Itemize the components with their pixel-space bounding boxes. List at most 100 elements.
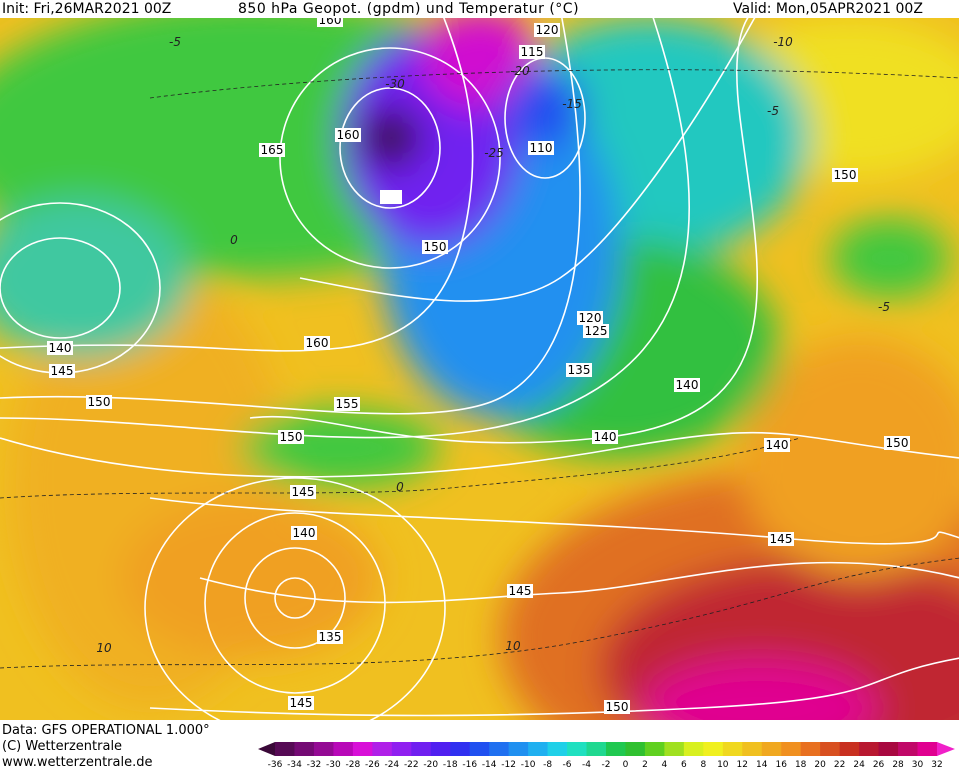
colorbar-label: 10 xyxy=(717,760,729,770)
geopotential-label: 135 xyxy=(568,363,591,377)
geopotential-label: 160 xyxy=(337,128,360,142)
footer-data: Data: GFS OPERATIONAL 1.000° xyxy=(2,723,210,738)
geopotential-isolines xyxy=(0,18,959,720)
colorbar-label: 24 xyxy=(853,760,865,770)
isoline-label-bg xyxy=(278,430,304,444)
geopotential-label: 140 xyxy=(676,378,699,392)
temperature-label: -30 xyxy=(385,77,405,91)
colorbar-label: -36 xyxy=(268,760,283,770)
geopotential-label: 140 xyxy=(766,438,789,452)
colorbar-segment xyxy=(664,742,685,756)
colorbar-segment xyxy=(567,742,588,756)
colorbar-label: 16 xyxy=(775,760,787,770)
colorbar-segment xyxy=(839,742,860,756)
isoline-label-bg xyxy=(291,526,317,540)
colorbar-segment xyxy=(742,742,763,756)
isoline-label-bg xyxy=(290,485,316,499)
colorbar-label: -32 xyxy=(307,760,322,770)
geopotential-label: 150 xyxy=(424,240,447,254)
colorbar-label: -2 xyxy=(601,760,610,770)
map-title: 850 hPa Geopot. (gpdm) und Temperatur (°… xyxy=(238,1,580,17)
colorbar-segment xyxy=(898,742,919,756)
geopotential-label: 135 xyxy=(319,630,342,644)
colorbar-segment xyxy=(781,742,802,756)
isoline-label-bg xyxy=(317,630,343,644)
isoline-label-bg xyxy=(592,430,618,444)
temperature-label: -10 xyxy=(773,35,793,49)
temperature-label: 0 xyxy=(396,480,404,494)
colorbar-segment xyxy=(820,742,841,756)
colorbar-segment xyxy=(586,742,607,756)
colorbar-segment xyxy=(703,742,724,756)
geopotential-label: 150 xyxy=(606,700,629,714)
isoline-label-bg xyxy=(768,532,794,546)
isoline-label-bg xyxy=(534,23,560,37)
colorbar-segment xyxy=(800,742,821,756)
colorbar-segment xyxy=(625,742,646,756)
colorbar-label: 22 xyxy=(834,760,845,770)
colorbar-label: 28 xyxy=(892,760,904,770)
colorbar-arrow xyxy=(258,742,275,756)
footer-url: www.wetterzentrale.de xyxy=(2,755,153,770)
colorbar-segment xyxy=(411,742,432,756)
geopotential-label: 145 xyxy=(292,485,315,499)
colorbar-label: 0 xyxy=(623,760,629,770)
colorbar-segment xyxy=(313,742,334,756)
colorbar-segment xyxy=(683,742,704,756)
temperature-label: 10 xyxy=(96,641,112,655)
colorbar-label: -30 xyxy=(326,760,341,770)
colorbar-label: 4 xyxy=(662,760,668,770)
colorbar-label: -24 xyxy=(384,760,399,770)
isoline-label-bg xyxy=(674,378,700,392)
geopotential-label: 125 xyxy=(585,324,608,338)
footer-copyright: (C) Wetterzentrale xyxy=(2,739,123,754)
colorbar-segment xyxy=(450,742,471,756)
colorbar-segment xyxy=(644,742,665,756)
init-time: Init: Fri,26MAR2021 00Z xyxy=(2,1,172,17)
geopotential-label: 145 xyxy=(509,584,532,598)
isoline-label-bg xyxy=(566,363,592,377)
isoline-label-bg xyxy=(334,397,360,411)
colorbar-segment xyxy=(605,742,626,756)
colorbar-segment xyxy=(761,742,782,756)
geopotential-label: 160 xyxy=(319,18,342,27)
colorbar-label: 18 xyxy=(795,760,807,770)
isoline-label-bg xyxy=(288,696,314,710)
colorbar: -36 -34 -32 -30 -28 -26 -24 -22 -20 -18 -16 -14 -12-… xyxy=(258,742,955,770)
map: 1601201151101651601501501401451501601201… xyxy=(0,18,959,720)
colorbar-segment xyxy=(489,742,510,756)
geopotential-label: 120 xyxy=(579,311,602,325)
geopotential-label: 150 xyxy=(280,430,303,444)
temperature-label: -25 xyxy=(484,146,504,160)
geopotential-label: 150 xyxy=(88,395,111,409)
colorbar-segment xyxy=(528,742,549,756)
geopotential-label: 110 xyxy=(530,141,553,155)
colorbar-label: -34 xyxy=(287,760,302,770)
geopotential-label: 145 xyxy=(290,696,313,710)
isoline-label-bg xyxy=(832,168,858,182)
isoline-label-bg xyxy=(317,18,343,27)
colorbar-label: -18 xyxy=(443,760,458,770)
colorbar-segment xyxy=(722,742,743,756)
geopotential-label: 120 xyxy=(536,23,559,37)
colorbar-label: 2 xyxy=(642,760,648,770)
colorbar-segment xyxy=(430,742,451,756)
colorbar-label: -22 xyxy=(404,760,419,770)
colorbar-label: 30 xyxy=(912,760,924,770)
colorbar-segment xyxy=(294,742,315,756)
glacier-patch xyxy=(380,190,402,204)
colorbar-label: -26 xyxy=(365,760,380,770)
colorbar-segment xyxy=(372,742,393,756)
isoline-label-bg xyxy=(519,45,545,59)
temperature-label: -15 xyxy=(562,97,582,111)
geopotential-label: 165 xyxy=(261,143,284,157)
geopotential-label: 155 xyxy=(336,397,359,411)
colorbar-label: 14 xyxy=(756,760,768,770)
colorbar-label: -4 xyxy=(582,760,591,770)
colorbar-label: -10 xyxy=(521,760,536,770)
temperature-label: 0 xyxy=(230,233,238,247)
geopotential-label: 145 xyxy=(770,532,793,546)
colorbar-segment xyxy=(878,742,899,756)
colorbar-label: -16 xyxy=(462,760,477,770)
isoline-label-bg xyxy=(528,141,554,155)
